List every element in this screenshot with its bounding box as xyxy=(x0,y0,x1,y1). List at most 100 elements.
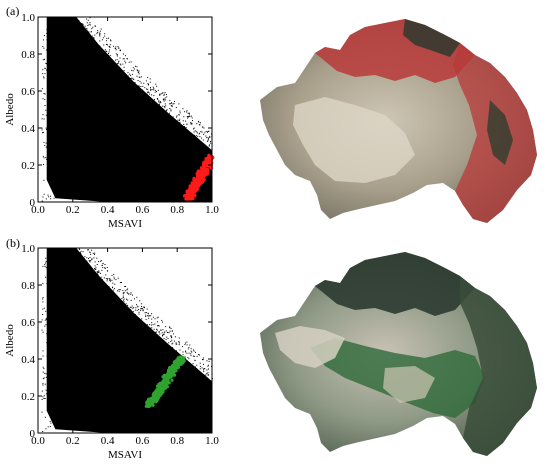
scatter-point xyxy=(130,75,132,77)
scatter-point xyxy=(194,360,196,362)
scatter-point xyxy=(139,300,141,302)
scatter-point xyxy=(52,110,53,112)
scatter-point xyxy=(115,59,117,61)
scatter-point xyxy=(184,358,186,360)
scatter-point xyxy=(123,301,125,303)
scatter-point xyxy=(132,307,134,309)
scatter-point xyxy=(45,267,47,269)
scatter-point xyxy=(88,31,90,33)
scatter-point xyxy=(158,330,160,332)
scatter-point xyxy=(50,412,52,413)
scatter-point xyxy=(53,55,54,57)
scatter-point xyxy=(51,368,53,370)
scatter-point xyxy=(52,314,54,316)
scatter-point xyxy=(94,265,96,267)
x-tick-label: 0.8 xyxy=(170,204,184,216)
scatter-point xyxy=(150,88,152,90)
scatter-point xyxy=(41,200,43,202)
scatter-point xyxy=(42,39,44,41)
scatter-point xyxy=(193,131,195,133)
scatter-point xyxy=(204,132,206,134)
scatter-point xyxy=(176,115,178,117)
scatter-point xyxy=(103,277,105,279)
scatter-point xyxy=(171,102,172,104)
scatter-point xyxy=(94,34,96,36)
scatter-point xyxy=(169,100,171,102)
false-color-map-b xyxy=(260,252,537,456)
scatter-point xyxy=(210,133,212,135)
scatter-point xyxy=(44,398,46,399)
scatter-point xyxy=(171,339,173,341)
scatter-point xyxy=(45,428,47,430)
scatter-point xyxy=(138,313,140,315)
scatter-point xyxy=(189,344,191,346)
highlight-point xyxy=(173,360,178,366)
scatter-point xyxy=(207,372,209,374)
scatter-point xyxy=(44,58,45,60)
scatter-point xyxy=(168,114,170,116)
scatter-point xyxy=(45,276,47,278)
scatter-point xyxy=(41,329,43,331)
scatter-point xyxy=(185,120,187,122)
scatter-point xyxy=(128,61,130,63)
scatter-point xyxy=(49,82,50,84)
scatter-point xyxy=(115,46,117,48)
scatter-point xyxy=(206,372,208,374)
scatter-point xyxy=(188,352,190,354)
scatter-point xyxy=(87,31,89,33)
scatter-point xyxy=(136,66,138,68)
scatter-point xyxy=(199,365,201,367)
scatter-point xyxy=(42,383,44,385)
scatter-point xyxy=(42,196,44,198)
scatter-point xyxy=(45,127,47,129)
scatter-point xyxy=(179,118,181,120)
scatter-point xyxy=(179,110,181,112)
scatter-point xyxy=(170,105,172,107)
scatter-point xyxy=(132,311,134,312)
scatter-point xyxy=(153,89,155,91)
scatter-point xyxy=(49,426,51,428)
scatter-point xyxy=(188,113,190,115)
scatter-point xyxy=(140,76,142,78)
scatter-point xyxy=(188,112,190,114)
scatter-point xyxy=(106,278,108,280)
scatter-point xyxy=(175,107,177,108)
scatter-point xyxy=(163,93,165,95)
x-tick-label: 0.0 xyxy=(31,204,45,216)
scatter-point xyxy=(210,140,211,142)
scatter-point xyxy=(52,307,54,309)
scatter-point xyxy=(47,324,49,326)
scatter-point xyxy=(179,121,181,123)
scatter-point xyxy=(203,368,205,369)
scatter-point xyxy=(196,131,198,133)
dark-forest-region-b xyxy=(315,252,475,316)
scatter-point xyxy=(125,303,127,305)
scatter-point xyxy=(96,273,98,275)
scatter-point xyxy=(107,54,109,56)
scatter-point xyxy=(58,249,60,250)
scatter-point xyxy=(113,278,115,280)
scatter-point xyxy=(98,261,100,263)
scatter-point xyxy=(112,282,114,284)
scatter-point xyxy=(48,410,50,411)
scatter-point xyxy=(193,128,194,130)
scatter-point xyxy=(88,249,89,251)
scatter-point xyxy=(55,17,57,19)
scatter-point xyxy=(133,79,135,80)
scatter-point xyxy=(80,250,82,252)
scatter-point xyxy=(127,304,129,306)
false-color-map-a xyxy=(260,19,537,223)
scatter-point xyxy=(45,146,47,148)
scatter-point xyxy=(199,354,200,356)
scatter-point xyxy=(113,289,115,291)
scatter-point xyxy=(42,46,44,48)
y-tick-label: 0.6 xyxy=(21,317,35,329)
scatter-point xyxy=(170,341,172,342)
scatter-point xyxy=(119,49,121,51)
scatter-point xyxy=(52,50,53,52)
scatter-point xyxy=(190,354,192,356)
scatter-point xyxy=(209,136,211,138)
scatter-point xyxy=(44,264,46,266)
scatter-point xyxy=(42,431,44,432)
scatter-point xyxy=(143,82,145,84)
